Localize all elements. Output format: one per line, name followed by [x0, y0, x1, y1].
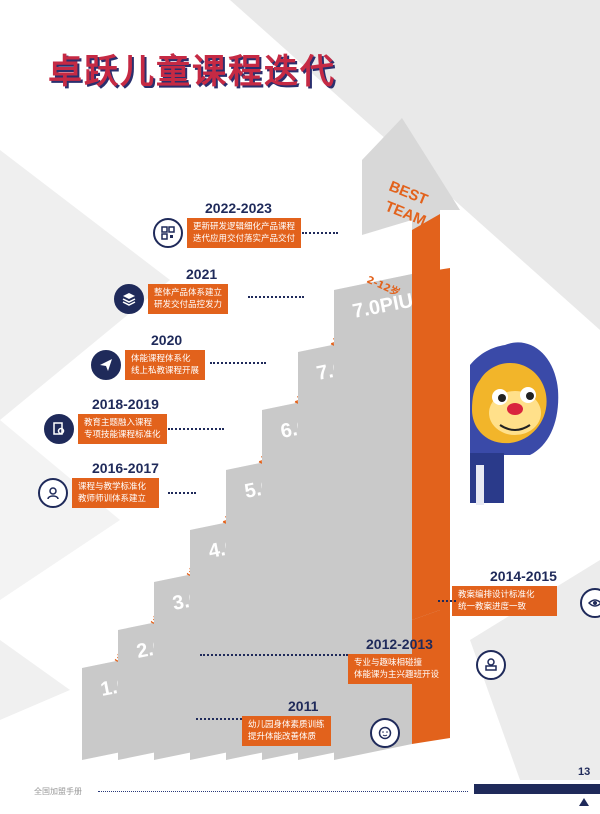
milestone-description: 幼儿园身体素质训练 提升体能改善体质: [242, 716, 331, 746]
page-arrow-icon: [579, 798, 589, 806]
milestone-year: 2014-2015: [490, 568, 557, 584]
connector-dots: [210, 362, 266, 364]
qr-icon: [153, 218, 183, 248]
milestone-description: 课程与教学标准化 教师师训体系建立: [72, 478, 159, 508]
connector-dots: [168, 492, 196, 494]
description-line: 教师师训体系建立: [78, 494, 147, 504]
milestone-year: 2020: [151, 332, 183, 348]
milestone-year: 2021: [186, 266, 218, 282]
footer-divider: [98, 791, 468, 792]
description-line: 教案编排设计标准化: [458, 590, 535, 600]
description-line: 专项技能课程标准化: [84, 430, 161, 440]
milestone-year: 2018-2019: [92, 396, 159, 412]
description-line: 体能课程体系化: [131, 354, 191, 364]
page-title: 卓跃儿童课程迭代: [48, 52, 336, 92]
footer-label: 全国加盟手册: [34, 787, 82, 796]
milestone-year: 2022-2023: [205, 200, 272, 216]
description-line: 线上私教课程开展: [131, 366, 200, 376]
milestone-year: 2012-2013: [366, 636, 433, 652]
lion-mascot: [470, 342, 559, 505]
milestone-description: 更新研发逻辑细化产品课程 迭代应用交付落实产品交付: [187, 218, 302, 248]
layers-icon: [114, 284, 144, 314]
milestone-description: 专业与趣味相碰撞体能课为主兴趣班开设: [348, 654, 446, 684]
milestone-2014: 2014-2015 教案编排设计标准化 统一教案进度一致: [452, 568, 600, 618]
milestone-2012: 2012-2013 专业与趣味相碰撞体能课为主兴趣班开设: [348, 636, 506, 684]
milestone-2011: 2011 幼儿园身体素质训练 提升体能改善体质: [242, 698, 400, 748]
milestone-description: 教育主题融入课程 专项技能课程标准化: [78, 414, 167, 444]
description-line: 统一教案进度一致: [458, 602, 527, 612]
stamp-icon: [476, 650, 506, 680]
connector-dots: [248, 296, 304, 298]
baby-icon: [370, 718, 400, 748]
description-line: 专业与趣味相碰撞: [354, 658, 423, 668]
milestone-year: 2016-2017: [92, 460, 159, 476]
document-search-icon: [44, 414, 74, 444]
description-line: 幼儿园身体素质训练: [248, 720, 325, 730]
page-number: 13: [578, 766, 591, 778]
user-icon: [38, 478, 68, 508]
footer-bar: [474, 784, 600, 794]
milestone-2018: 2018-2019 教育主题融入课程 专项技能课程标准化: [44, 396, 167, 444]
milestone-description: 整体产品体系建立 研发交付品控发力: [148, 284, 229, 314]
description-line: 课程与教学标准化: [78, 482, 147, 492]
description-line: 迭代应用交付落实产品交付: [193, 234, 296, 244]
stair-front: [334, 274, 412, 760]
eye-icon: [580, 588, 600, 618]
description-line: 提升体能改善体质: [248, 732, 317, 742]
description-line: 体能课为主兴趣班开设: [354, 670, 440, 680]
milestone-description: 教案编排设计标准化 统一教案进度一致: [452, 586, 557, 616]
connector-dots: [200, 654, 348, 656]
description-line: 教育主题融入课程: [84, 418, 153, 428]
milestone-2016: 2016-2017 课程与教学标准化 教师师训体系建立: [38, 460, 159, 508]
milestone-description: 体能课程体系化 线上私教课程开展: [125, 350, 206, 380]
milestone-year: 2011: [288, 698, 319, 714]
description-line: 更新研发逻辑细化产品课程: [193, 222, 296, 232]
connector-dots: [302, 232, 338, 234]
milestone-2021: 2021 整体产品体系建立 研发交付品控发力: [114, 266, 229, 314]
description-line: 研发交付品控发力: [154, 300, 223, 310]
milestone-2020: 2020 体能课程体系化 线上私教课程开展: [91, 332, 206, 380]
description-line: 整体产品体系建立: [154, 288, 223, 298]
connector-dots: [196, 718, 242, 720]
milestone-2022: 2022-2023 更新研发逻辑细化产品课程 迭代应用交付落实产品交付: [153, 200, 302, 248]
connector-dots: [438, 600, 456, 602]
send-icon: [91, 350, 121, 380]
connector-dots: [168, 428, 224, 430]
